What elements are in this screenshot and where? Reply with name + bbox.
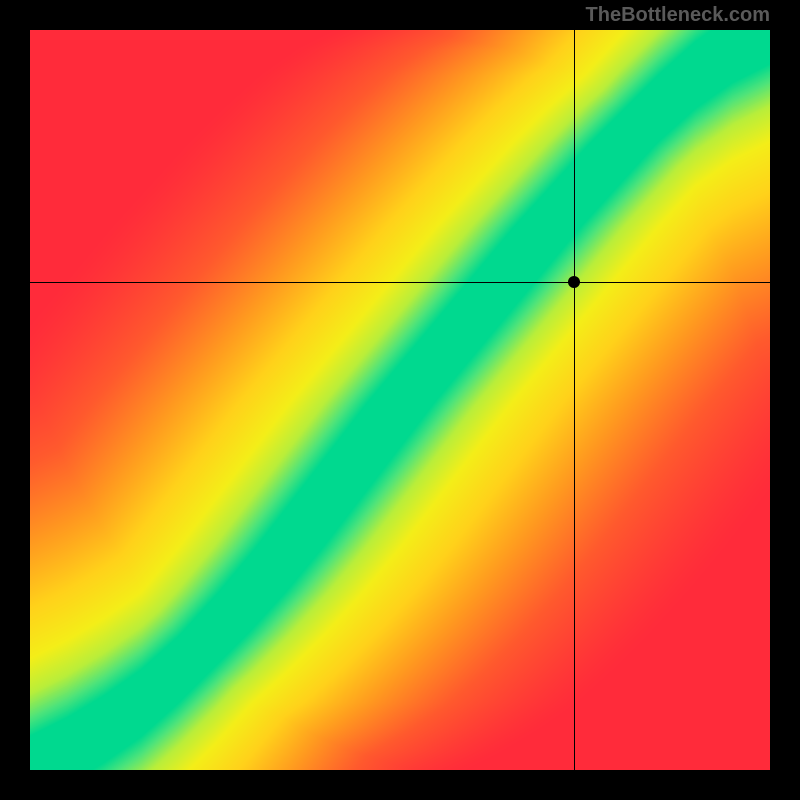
heatmap-canvas (30, 30, 770, 770)
watermark-text: TheBottleneck.com (586, 4, 770, 27)
bottleneck-heatmap (30, 30, 770, 770)
crosshair-vertical (574, 30, 576, 770)
crosshair-horizontal (30, 282, 770, 284)
selection-marker (568, 276, 580, 288)
